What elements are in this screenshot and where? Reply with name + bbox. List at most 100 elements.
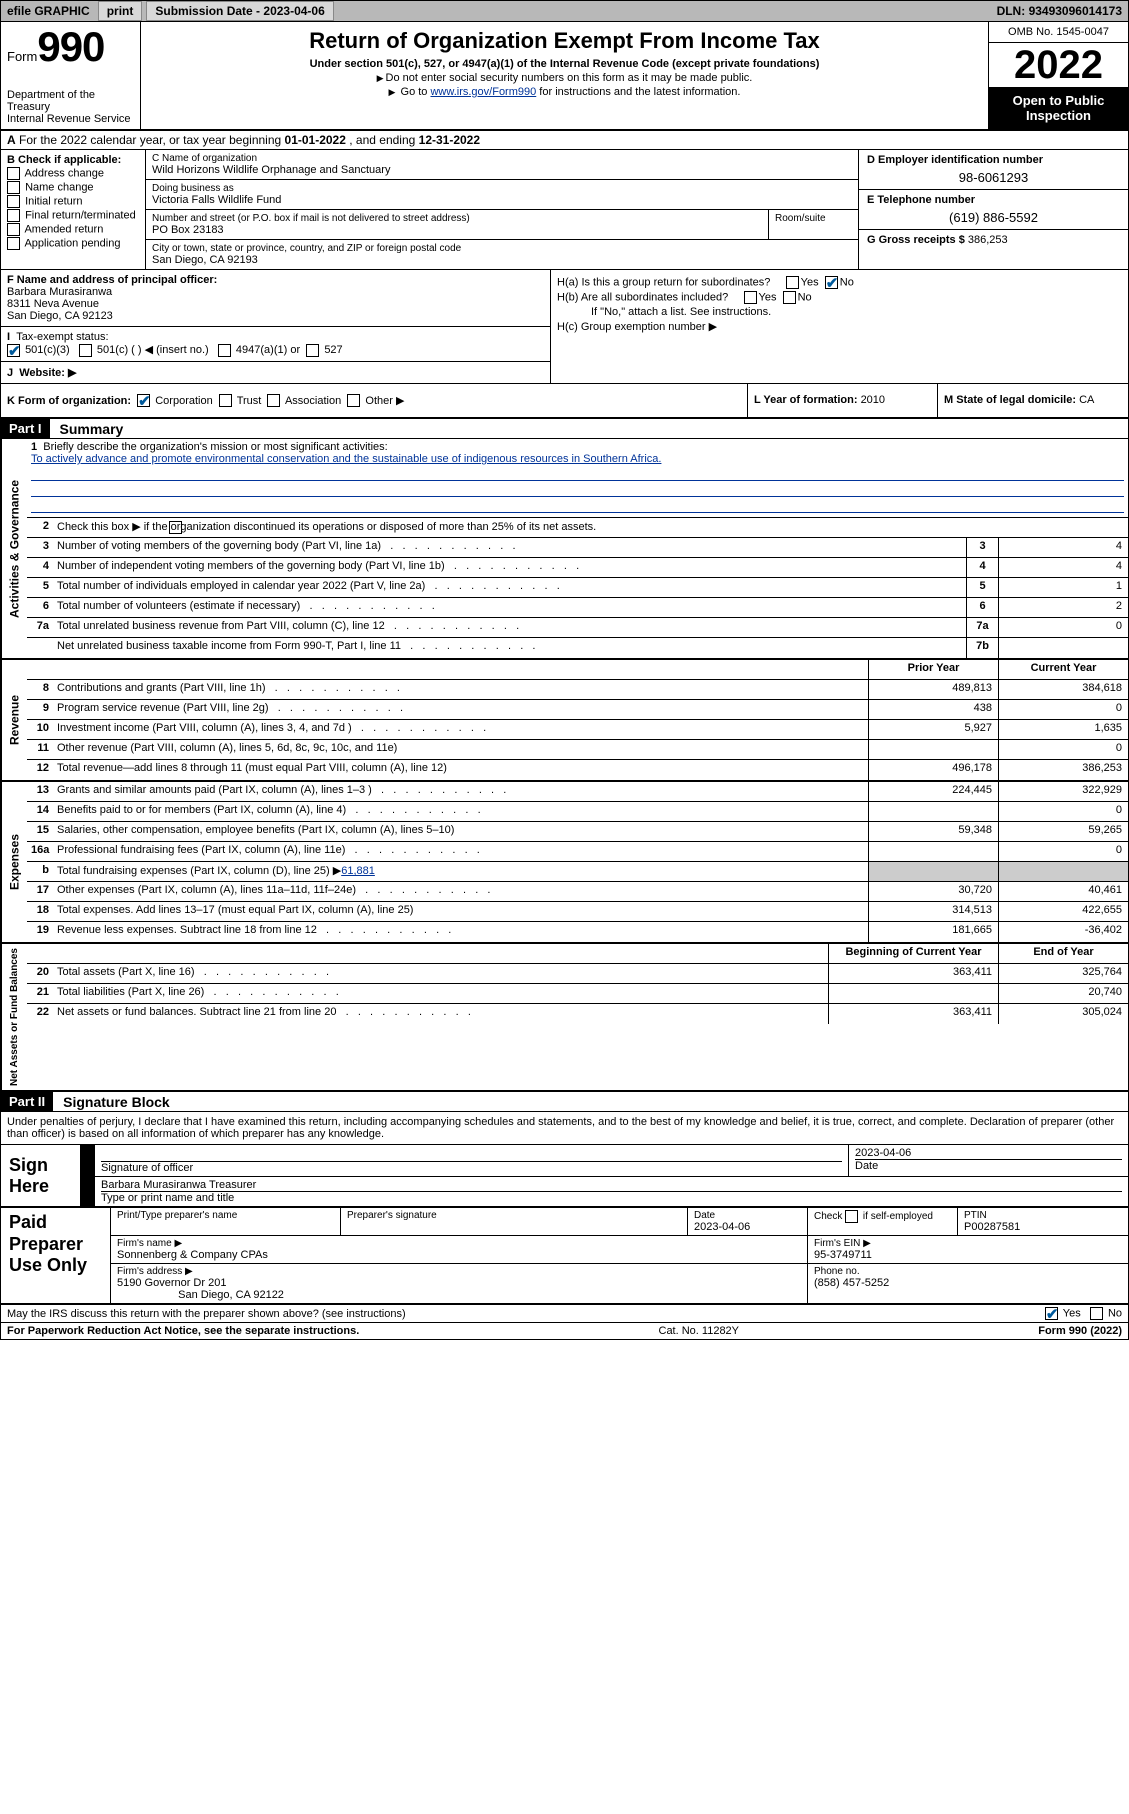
box-i: I Tax-exempt status: 501(c)(3) 501(c) ( … <box>1 327 550 362</box>
ck-501c[interactable] <box>79 344 92 357</box>
line-4: 4Number of independent voting members of… <box>27 558 1128 578</box>
l-val: 2010 <box>861 394 885 406</box>
p13: 224,445 <box>868 782 998 801</box>
open-inspection: Open to Public Inspection <box>989 87 1128 129</box>
paid-preparer-label: Paid Preparer Use Only <box>1 1208 111 1303</box>
cat-no: Cat. No. 11282Y <box>659 1325 740 1337</box>
ck-other[interactable] <box>347 394 360 407</box>
c-room-lbl: Room/suite <box>768 210 858 239</box>
ck-self-employed[interactable] <box>845 1210 858 1223</box>
submission-date-button[interactable]: Submission Date - 2023-04-06 <box>146 1 333 21</box>
topbar: efile GRAPHIC print Submission Date - 20… <box>0 0 1129 22</box>
c16b <box>998 862 1128 881</box>
ck-4947[interactable] <box>218 344 231 357</box>
dln-value: 93493096014173 <box>1029 4 1122 18</box>
line-19: 19Revenue less expenses. Subtract line 1… <box>27 922 1128 942</box>
irs-link[interactable]: www.irs.gov/Form990 <box>430 86 536 98</box>
hb-no[interactable] <box>783 291 796 304</box>
b20: 363,411 <box>828 964 998 983</box>
opt-address-change[interactable]: Address change <box>7 167 139 180</box>
e22: 305,024 <box>998 1004 1128 1024</box>
col-prior: Prior Year <box>868 660 998 679</box>
prep-row-firm: Firm's name ▶ Sonnenberg & Company CPAs … <box>111 1236 1128 1264</box>
ptin-lbl: PTIN <box>964 1210 1122 1221</box>
v3: 4 <box>998 538 1128 557</box>
line-2: 2Check this box ▶ if the organization di… <box>27 518 1128 538</box>
l16b-val[interactable]: 61,881 <box>341 865 375 877</box>
ck-discontinued[interactable] <box>169 521 182 534</box>
c19: -36,402 <box>998 922 1128 942</box>
header-right: OMB No. 1545-0047 2022 Open to Public In… <box>988 22 1128 129</box>
p14 <box>868 802 998 821</box>
col-boy: Beginning of Current Year <box>828 944 998 963</box>
opt-application-pending[interactable]: Application pending <box>7 237 139 250</box>
l-lbl: L Year of formation: <box>754 394 861 406</box>
c9: 0 <box>998 700 1128 719</box>
form-page: Form 990 (2022) <box>1038 1325 1122 1337</box>
ck-501c3[interactable] <box>7 344 20 357</box>
c-name: Wild Horizons Wildlife Orphanage and San… <box>152 164 852 176</box>
ck-527[interactable] <box>306 344 319 357</box>
e21: 20,740 <box>998 984 1128 1003</box>
sig-bar <box>81 1177 95 1206</box>
box-l: L Year of formation: 2010 <box>748 384 938 418</box>
line-21: 21Total liabilities (Part X, line 26) 20… <box>27 984 1128 1004</box>
b21 <box>828 984 998 1003</box>
p18: 314,513 <box>868 902 998 921</box>
officer-name: Barbara Murasiranwa Treasurer <box>101 1179 1122 1191</box>
ck-trust[interactable] <box>219 394 232 407</box>
ck-corp[interactable] <box>137 394 150 407</box>
paid-preparer-block: Paid Preparer Use Only Print/Type prepar… <box>1 1208 1128 1305</box>
g-hdr: G Gross receipts $ <box>867 234 968 246</box>
opt-initial-return[interactable]: Initial return <box>7 195 139 208</box>
dept-treasury: Department of the Treasury Internal Reve… <box>7 89 134 125</box>
ck-assoc[interactable] <box>267 394 280 407</box>
sign-here-block: Sign Here Signature of officer 2023-04-0… <box>1 1145 1128 1208</box>
blank-line <box>31 483 1124 497</box>
line-22: 22Net assets or fund balances. Subtract … <box>27 1004 1128 1024</box>
tax-year: 2022 <box>989 43 1128 87</box>
sig-date: 2023-04-06 <box>855 1147 1122 1159</box>
net-header: Beginning of Current Year End of Year <box>27 944 1128 964</box>
hb-yes[interactable] <box>744 291 757 304</box>
opt-final-return[interactable]: Final return/terminated <box>7 209 139 222</box>
opt-amended-return[interactable]: Amended return <box>7 223 139 236</box>
c-addr: PO Box 23183 <box>152 224 762 236</box>
sub3-pre: Go to <box>401 86 431 98</box>
ha-no[interactable] <box>825 276 838 289</box>
m-lbl: M State of legal domicile: <box>944 394 1079 406</box>
form-title: Return of Organization Exempt From Incom… <box>147 28 982 54</box>
section-bcd: B Check if applicable: Address change Na… <box>1 150 1128 270</box>
p12: 496,178 <box>868 760 998 780</box>
part2-header: Part II Signature Block <box>1 1092 1128 1112</box>
p11 <box>868 740 998 759</box>
opt-name-change[interactable]: Name change <box>7 181 139 194</box>
print-button[interactable]: print <box>98 1 143 21</box>
c-dba: Victoria Falls Wildlife Fund <box>152 194 852 206</box>
form-word: Form <box>7 49 37 64</box>
rowa-begin: 01-01-2022 <box>285 133 346 147</box>
section-fijh: F Name and address of principal officer:… <box>1 270 1128 384</box>
signature-declaration: Under penalties of perjury, I declare th… <box>1 1112 1128 1145</box>
discuss-no[interactable] <box>1090 1307 1103 1320</box>
paperwork-notice: For Paperwork Reduction Act Notice, see … <box>7 1325 359 1337</box>
firm-addr2: San Diego, CA 92122 <box>178 1289 284 1301</box>
line-16b: bTotal fundraising expenses (Part IX, co… <box>27 862 1128 882</box>
m-val: CA <box>1079 394 1094 406</box>
c-name-lbl: C Name of organization <box>152 153 852 164</box>
section-revenue: Revenue Prior Year Current Year 8Contrib… <box>1 660 1128 782</box>
sidetab-expenses: Expenses <box>1 782 27 942</box>
line-8: 8Contributions and grants (Part VIII, li… <box>27 680 1128 700</box>
c10: 1,635 <box>998 720 1128 739</box>
header-sub2: Do not enter social security numbers on … <box>147 72 982 84</box>
p15: 59,348 <box>868 822 998 841</box>
prep-sig-lbl: Preparer's signature <box>347 1210 681 1221</box>
c-city: San Diego, CA 92193 <box>152 254 852 266</box>
line-14: 14Benefits paid to or for members (Part … <box>27 802 1128 822</box>
line-6: 6Total number of volunteers (estimate if… <box>27 598 1128 618</box>
line-15: 15Salaries, other compensation, employee… <box>27 822 1128 842</box>
discuss-yes[interactable] <box>1045 1307 1058 1320</box>
ha-yes[interactable] <box>786 276 799 289</box>
p10: 5,927 <box>868 720 998 739</box>
c12: 386,253 <box>998 760 1128 780</box>
